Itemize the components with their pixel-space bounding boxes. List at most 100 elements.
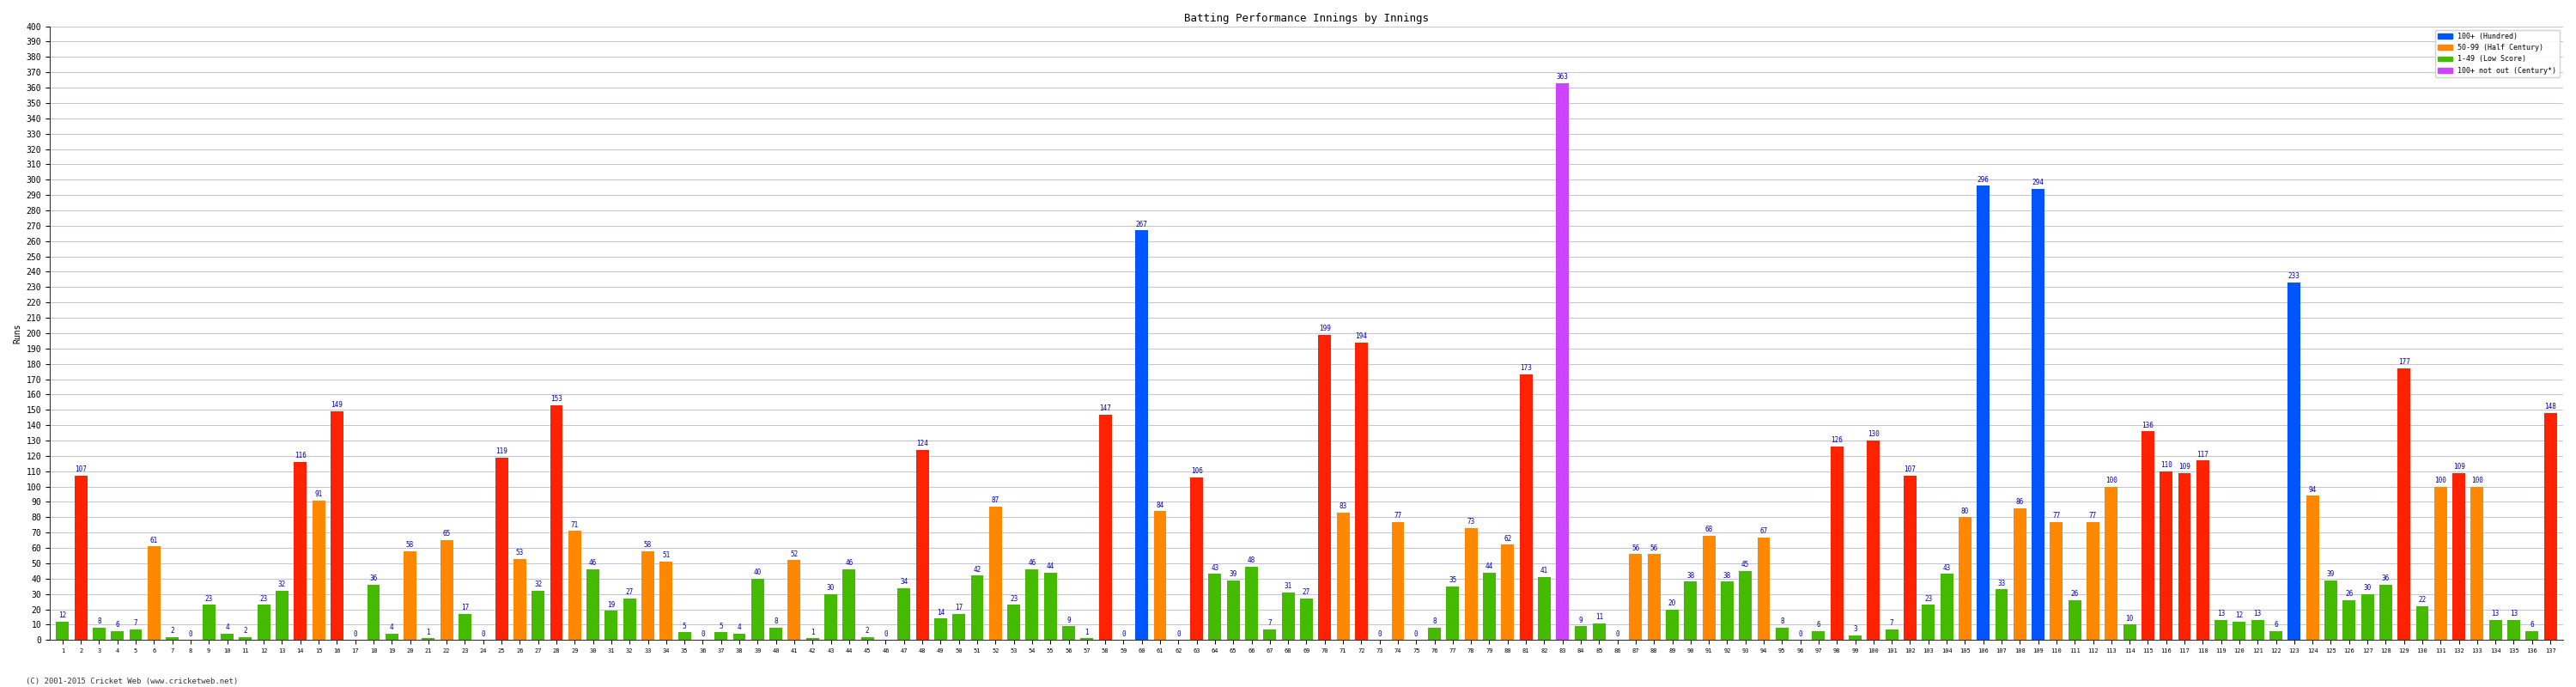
Text: 0: 0 bbox=[1615, 630, 1620, 638]
Bar bbox=[2398, 368, 2411, 640]
Text: 0: 0 bbox=[482, 630, 484, 638]
Title: Batting Performance Innings by Innings: Batting Performance Innings by Innings bbox=[1185, 13, 1430, 24]
Text: 4: 4 bbox=[224, 624, 229, 631]
Bar bbox=[1007, 605, 1020, 640]
Legend: 100+ (Hundred), 50-99 (Half Century), 1-49 (Low Score), 100+ not out (Century*): 100+ (Hundred), 50-99 (Half Century), 1-… bbox=[2434, 30, 2561, 77]
Bar bbox=[2050, 522, 2063, 640]
Text: 363: 363 bbox=[1556, 73, 1569, 80]
Text: 73: 73 bbox=[1468, 518, 1476, 526]
Text: 22: 22 bbox=[2419, 596, 2427, 604]
Bar bbox=[1592, 623, 1605, 640]
Text: 41: 41 bbox=[1540, 567, 1548, 575]
Text: 1: 1 bbox=[1084, 629, 1090, 636]
Text: 294: 294 bbox=[2032, 179, 2045, 187]
Text: 0: 0 bbox=[1414, 630, 1419, 638]
Text: 1: 1 bbox=[428, 629, 430, 636]
Bar bbox=[459, 614, 471, 640]
Bar bbox=[1904, 476, 1917, 640]
Text: 44: 44 bbox=[1046, 563, 1054, 570]
Bar bbox=[1445, 586, 1458, 640]
Bar bbox=[1355, 342, 1368, 640]
Text: 91: 91 bbox=[314, 491, 322, 498]
Bar bbox=[111, 631, 124, 640]
Text: 26: 26 bbox=[2071, 590, 2079, 598]
Text: 7: 7 bbox=[134, 619, 137, 627]
Text: 58: 58 bbox=[407, 541, 415, 549]
Text: 0: 0 bbox=[701, 630, 706, 638]
Bar bbox=[1628, 554, 1641, 640]
Text: 86: 86 bbox=[2017, 498, 2025, 506]
Bar bbox=[2306, 496, 2318, 640]
Text: 23: 23 bbox=[206, 595, 214, 602]
Text: 8: 8 bbox=[98, 618, 100, 625]
Bar bbox=[989, 506, 1002, 640]
Text: 9: 9 bbox=[1579, 616, 1582, 624]
Text: 0: 0 bbox=[1177, 630, 1180, 638]
Text: 46: 46 bbox=[590, 559, 598, 567]
Bar bbox=[2380, 585, 2393, 640]
Text: 13: 13 bbox=[2218, 610, 2226, 618]
Text: 6: 6 bbox=[2530, 621, 2535, 629]
Text: 5: 5 bbox=[719, 622, 724, 630]
Bar bbox=[1025, 570, 1038, 640]
Text: 46: 46 bbox=[845, 559, 853, 567]
Bar bbox=[788, 560, 801, 640]
Bar bbox=[1337, 513, 1350, 640]
Text: 11: 11 bbox=[1595, 613, 1602, 621]
Text: 23: 23 bbox=[1924, 595, 1932, 602]
Bar bbox=[2069, 600, 2081, 640]
Bar bbox=[659, 562, 672, 640]
Text: 36: 36 bbox=[2383, 575, 2391, 583]
Text: 84: 84 bbox=[1157, 501, 1164, 509]
Text: 296: 296 bbox=[1978, 176, 1989, 183]
Bar bbox=[1886, 629, 1899, 640]
Text: 0: 0 bbox=[353, 630, 358, 638]
Text: 2: 2 bbox=[245, 627, 247, 635]
Bar bbox=[953, 614, 966, 640]
Bar bbox=[1484, 572, 1497, 640]
Bar bbox=[1301, 598, 1314, 640]
Bar bbox=[714, 632, 726, 640]
Bar bbox=[294, 462, 307, 640]
Bar bbox=[971, 576, 984, 640]
Text: 6: 6 bbox=[2275, 621, 2277, 629]
Bar bbox=[2434, 486, 2447, 640]
Text: 34: 34 bbox=[899, 578, 907, 585]
Text: 107: 107 bbox=[75, 466, 88, 473]
Bar bbox=[57, 622, 70, 640]
Text: 43: 43 bbox=[1211, 564, 1218, 572]
Text: 53: 53 bbox=[515, 549, 523, 556]
Bar bbox=[2141, 431, 2154, 640]
Bar bbox=[1958, 517, 1971, 640]
Text: 14: 14 bbox=[938, 609, 945, 616]
Text: 19: 19 bbox=[608, 601, 616, 609]
Bar bbox=[2545, 413, 2558, 640]
Text: 42: 42 bbox=[974, 565, 981, 573]
Text: 68: 68 bbox=[1705, 526, 1713, 533]
Text: 8: 8 bbox=[1432, 618, 1437, 625]
Bar bbox=[240, 637, 252, 640]
Bar bbox=[204, 605, 216, 640]
Text: 147: 147 bbox=[1100, 405, 1110, 412]
Text: 12: 12 bbox=[59, 611, 67, 619]
Text: 110: 110 bbox=[2161, 461, 2172, 469]
Text: 31: 31 bbox=[1285, 583, 1293, 590]
Text: 8: 8 bbox=[1780, 618, 1785, 625]
Bar bbox=[1685, 582, 1698, 640]
Text: 6: 6 bbox=[116, 621, 118, 629]
Text: 13: 13 bbox=[2254, 610, 2262, 618]
Text: 10: 10 bbox=[2125, 615, 2133, 622]
Text: 109: 109 bbox=[2452, 463, 2465, 471]
Text: 6: 6 bbox=[1816, 621, 1821, 629]
Bar bbox=[2233, 622, 2246, 640]
Bar bbox=[935, 618, 948, 640]
Text: 26: 26 bbox=[2344, 590, 2352, 598]
Text: 80: 80 bbox=[1960, 507, 1968, 515]
Bar bbox=[1319, 335, 1332, 640]
Bar bbox=[404, 551, 417, 640]
Bar bbox=[2269, 631, 2282, 640]
Text: 136: 136 bbox=[2141, 421, 2154, 429]
Bar bbox=[1244, 566, 1257, 640]
Bar bbox=[1079, 638, 1092, 640]
Bar bbox=[770, 628, 783, 640]
